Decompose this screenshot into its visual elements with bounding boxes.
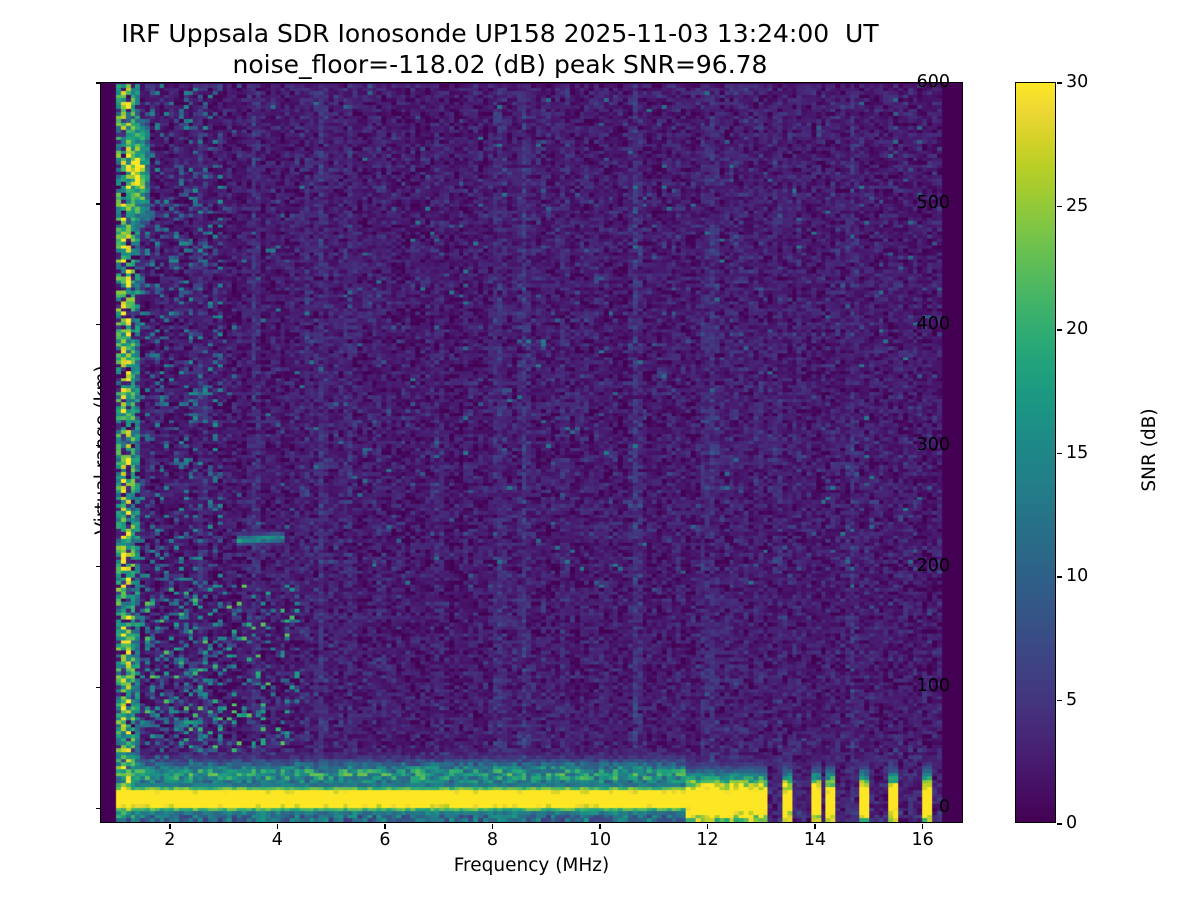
x-tick-mark <box>706 824 709 829</box>
colorbar-tick-mark <box>1057 82 1062 84</box>
colorbar-tick-label: 20 <box>1066 319 1089 339</box>
ionogram-heatmap <box>101 83 962 822</box>
colorbar-tick-mark <box>1057 452 1062 455</box>
x-tick-mark <box>921 824 924 829</box>
y-tick-label: 200 <box>916 555 950 576</box>
x-tick-mark <box>599 824 601 829</box>
y-tick-mark <box>96 807 101 809</box>
ionogram-plot-area: 0 100 200 300 400 500 600 2 4 6 8 10 12 14 16 <box>96 73 963 849</box>
x-tick-label: 16 <box>911 830 934 850</box>
title-line-1: IRF Uppsala SDR Ionosonde UP158 2025-11-… <box>121 19 879 48</box>
colorbar-label: SNR (dB) <box>1139 408 1161 492</box>
y-tick-mark <box>96 324 101 326</box>
x-tick-mark <box>384 824 386 829</box>
colorbar-tick-label: 15 <box>1066 442 1089 463</box>
x-tick-mark <box>169 824 171 829</box>
y-tick-mark <box>96 203 101 205</box>
x-axis-label: Frequency (MHz) <box>453 855 610 876</box>
colorbar-tick-label: 0 <box>1066 813 1078 833</box>
y-tick-label: 400 <box>916 313 950 334</box>
x-tick-label: 12 <box>696 830 719 850</box>
colorbar: 0 5 10 15 20 25 30 <box>1015 73 1088 832</box>
x-tick-label: 10 <box>588 830 612 850</box>
y-tick-label: 600 <box>916 72 950 92</box>
figure-title: IRF Uppsala SDR Ionosonde UP158 2025-11-… <box>0 18 1000 80</box>
x-tick-label: 4 <box>271 830 283 850</box>
colorbar-tick-mark <box>1057 823 1062 825</box>
y-tick-mark <box>96 686 101 689</box>
x-tick-mark <box>814 824 816 829</box>
colorbar-tick-label: 30 <box>1066 72 1089 92</box>
y-tick-label: 500 <box>916 192 950 213</box>
colorbar-tick-mark <box>1057 699 1062 702</box>
x-tick-label: 6 <box>379 830 391 850</box>
colorbar-gradient <box>1016 83 1055 822</box>
title-line-2: noise_floor=-118.02 (dB) peak SNR=96.78 <box>232 50 768 79</box>
x-tick-mark <box>491 824 494 829</box>
y-tick-mark <box>96 444 101 447</box>
y-tick-label: 100 <box>916 676 950 697</box>
colorbar-tick-label: 5 <box>1066 689 1078 710</box>
y-tick-mark <box>96 565 101 568</box>
y-tick-label: 300 <box>916 434 950 455</box>
x-tick-label: 14 <box>803 830 827 850</box>
y-tick-mark <box>96 82 101 84</box>
colorbar-tick-label: 25 <box>1066 195 1089 216</box>
x-tick-label: 8 <box>486 830 499 850</box>
y-tick-label: 0 <box>938 797 950 818</box>
colorbar-tick-mark <box>1057 329 1062 331</box>
colorbar-tick-mark <box>1057 205 1062 208</box>
colorbar-tick-label: 10 <box>1066 566 1089 586</box>
x-tick-label: 2 <box>164 830 176 850</box>
colorbar-tick-mark <box>1057 576 1062 578</box>
x-tick-mark <box>276 824 279 829</box>
